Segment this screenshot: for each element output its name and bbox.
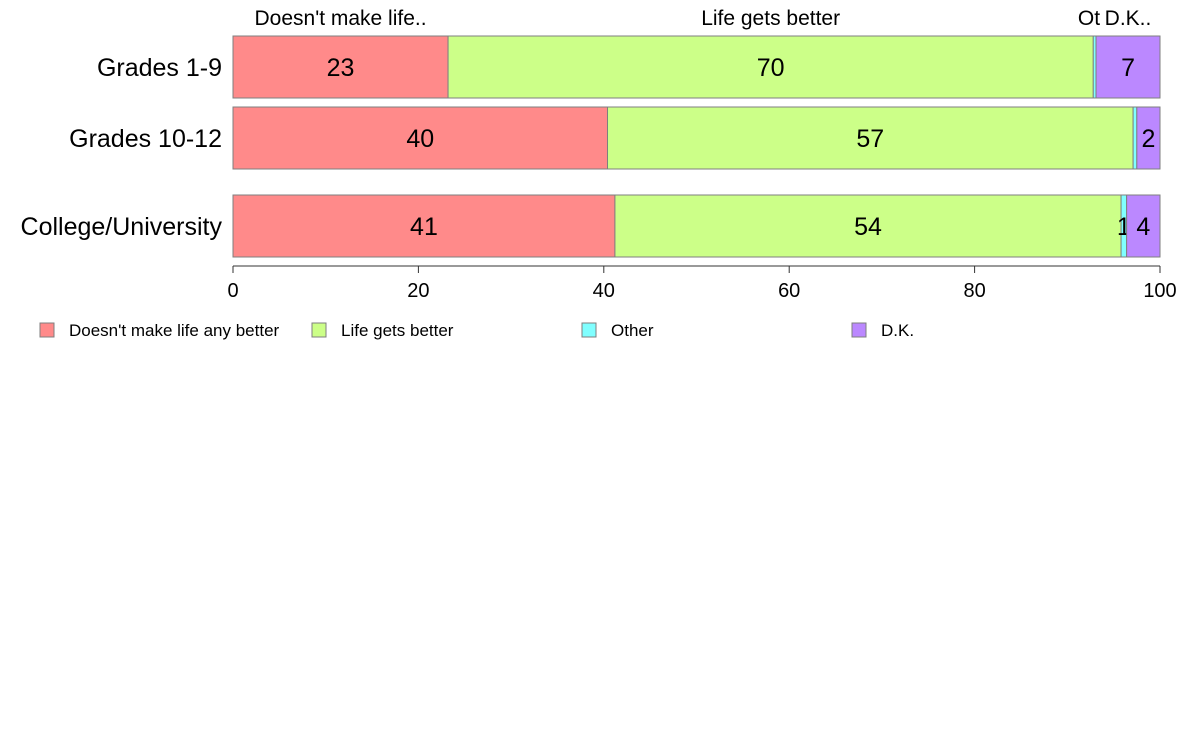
top-label-dont-make-better: Doesn't make life.. [254, 7, 426, 30]
bar-segment-d-k-grades-10-12 [1136, 106, 1161, 170]
x-tick-label-40: 40 [593, 280, 615, 302]
data-label-d-k-grades-10-12: 2 [1141, 125, 1155, 153]
legend-label: Life gets better [341, 321, 454, 340]
legend-swatch [311, 322, 327, 338]
bar-segment-life-gets-better-grades-10-12 [607, 106, 1134, 170]
bar-segment-doesn-t-make-life-any-better-college-university [232, 194, 616, 258]
category-label-college-university: College/University [21, 213, 223, 241]
bar-segment-doesn-t-make-life-any-better-grades-10-12 [232, 106, 609, 170]
legend-swatch [581, 322, 597, 338]
top-label-other: Ot [1078, 7, 1100, 30]
x-tick-label-60: 60 [778, 280, 800, 302]
legend-label: Doesn't make life any better [69, 321, 280, 340]
x-tick-label-0: 0 [227, 280, 238, 302]
bars: 23 70 740 57 241 54 1 4 [232, 35, 1161, 258]
data-label-d-k-college-university: 4 [1136, 213, 1150, 241]
bar-segment-life-gets-better-college-university [614, 194, 1122, 258]
top-label-life-gets-better: Life gets better [701, 7, 840, 30]
data-label-doesn-t-make-life-any-better-college-university: 41 [410, 213, 438, 241]
legend-item-dont-make-better: Doesn't make life any better [39, 321, 280, 340]
legend-label: Other [611, 321, 654, 340]
category-label-grades-10-12: Grades 10-12 [69, 125, 222, 153]
top-label-dk: D.K.. [1105, 7, 1152, 30]
bar-segment-d-k-grades-1-9 [1095, 35, 1161, 99]
bar-segment-d-k-college-university [1126, 194, 1161, 258]
x-axis: 0 20 40 60 80 100 [227, 265, 1177, 302]
legend: Doesn't make life any better Life gets b… [39, 321, 914, 340]
bar-row-grades-10-12: 40 57 2 [232, 106, 1161, 170]
data-label-doesn-t-make-life-any-better-grades-1-9: 23 [327, 54, 355, 82]
bar-segment-doesn-t-make-life-any-better-grades-1-9 [232, 35, 449, 99]
data-label-doesn-t-make-life-any-better-grades-10-12: 40 [406, 125, 434, 153]
data-label-life-gets-better-grades-1-9: 70 [757, 54, 785, 82]
category-axis-labels: Grades 1-9 Grades 10-12 College/Universi… [21, 54, 223, 241]
category-label-grades-1-9: Grades 1-9 [97, 54, 222, 82]
bar-segment-other-grades-10-12 [1132, 106, 1138, 170]
legend-item-dk: D.K. [851, 321, 914, 340]
x-axis-tick-labels: 0 20 40 60 80 100 [227, 280, 1176, 302]
bar-row-college-university: 41 54 1 4 [232, 194, 1161, 258]
x-tick-label-100: 100 [1143, 280, 1176, 302]
legend-label: D.K. [881, 321, 914, 340]
data-label-life-gets-better-grades-10-12: 57 [856, 125, 884, 153]
x-tick-label-20: 20 [407, 280, 429, 302]
x-tick-label-80: 80 [963, 280, 985, 302]
bar-row-grades-1-9: 23 70 7 [232, 35, 1161, 99]
data-label-d-k-grades-1-9: 7 [1121, 54, 1135, 82]
legend-swatch [39, 322, 55, 338]
column-header-labels: Doesn't make life.. Life gets better Ot … [254, 7, 1151, 30]
legend-item-life-gets-better: Life gets better [311, 321, 454, 340]
legend-item-other: Other [581, 321, 654, 340]
bar-segment-life-gets-better-grades-1-9 [447, 35, 1094, 99]
data-label-life-gets-better-college-university: 54 [854, 213, 882, 241]
legend-swatch [851, 322, 867, 338]
x-axis-ticks [232, 266, 1161, 273]
